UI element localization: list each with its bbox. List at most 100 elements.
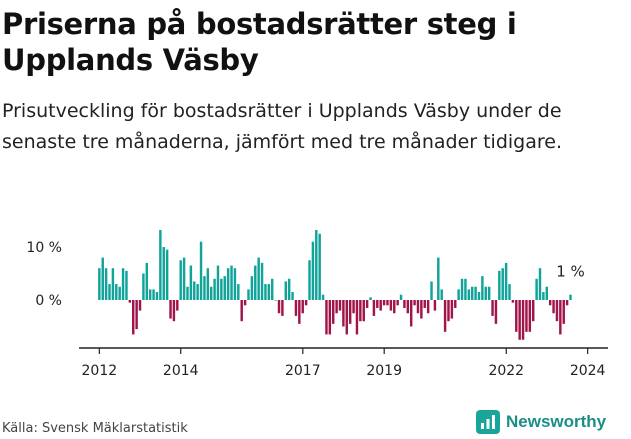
bar (403, 300, 406, 308)
bar (548, 300, 552, 306)
y-tick-label: 10 % (26, 240, 62, 256)
bar (457, 289, 460, 300)
newsworthy-logo-text: Newsworthy (506, 412, 607, 431)
last-value-label: 1 % (556, 263, 585, 281)
bar (108, 284, 111, 300)
bar (176, 300, 179, 311)
newsworthy-logo[interactable]: Newsworthy (476, 408, 606, 436)
chart-subtitle: Prisutveckling för bostadsrätter i Uppla… (2, 100, 562, 153)
bar (216, 265, 220, 300)
bar (542, 292, 545, 300)
bar (338, 300, 342, 311)
bar (379, 300, 382, 311)
bar (416, 300, 420, 314)
bar (118, 286, 121, 300)
bar (345, 300, 349, 335)
bar (426, 300, 430, 314)
bar (159, 230, 162, 300)
bar (511, 300, 515, 303)
bar (454, 300, 457, 308)
bar (186, 286, 189, 300)
bar (274, 300, 277, 301)
chart-title: Priserna på bostadsrätter steg i Uppland… (2, 7, 517, 77)
x-tick-label: 2024 (570, 363, 606, 379)
bar (555, 300, 559, 322)
x-tick-label: 2017 (285, 363, 321, 379)
bar (484, 286, 487, 300)
bar (359, 300, 362, 322)
bar (335, 300, 338, 314)
bar (474, 286, 477, 300)
bar (328, 300, 332, 335)
bar (203, 276, 206, 300)
bar (372, 300, 376, 316)
bar (487, 286, 491, 300)
bar (271, 278, 274, 300)
bar (165, 249, 169, 300)
bar (470, 286, 474, 300)
bar (365, 300, 369, 308)
newsworthy-logo-icon (476, 410, 500, 434)
y-tick-label: 0 % (35, 293, 62, 309)
bar (430, 281, 433, 300)
bar (179, 260, 182, 300)
bar (308, 260, 311, 300)
bar (409, 300, 413, 327)
x-tick-label: 2012 (82, 363, 118, 379)
bar (450, 300, 454, 319)
bar (264, 284, 267, 300)
bar (538, 268, 542, 300)
bar (294, 300, 298, 316)
bar (406, 300, 410, 314)
bar (260, 262, 264, 300)
bar (128, 300, 132, 303)
bar-chart: 0 % 10 % 1 % 2012 2014 2017 2019 2022 2024 (26, 230, 608, 379)
bar (501, 268, 504, 300)
bar (193, 281, 196, 300)
bar (396, 300, 399, 306)
bar (247, 289, 250, 300)
bar (552, 300, 555, 314)
source-note: Källa: Svensk Mäklarstatistik (2, 421, 188, 436)
bar (325, 300, 328, 335)
bar (413, 300, 416, 306)
bar (545, 286, 548, 300)
bar (386, 300, 389, 306)
bar (447, 300, 450, 322)
bar (565, 300, 569, 306)
bar (433, 300, 437, 311)
bar (389, 300, 393, 311)
bar (559, 300, 562, 335)
x-tick-label: 2022 (488, 363, 524, 379)
bar (437, 257, 440, 300)
bar (243, 300, 247, 306)
bar (504, 262, 508, 300)
bar (464, 278, 467, 300)
bar (98, 268, 101, 300)
bar (532, 300, 535, 322)
bar (237, 284, 240, 300)
bar (101, 257, 104, 300)
bar (125, 270, 128, 300)
bar (315, 230, 318, 300)
bar (491, 300, 494, 316)
bar (515, 300, 518, 332)
bar (569, 294, 572, 300)
bar (498, 270, 501, 300)
bar (115, 284, 118, 300)
bar (155, 292, 159, 300)
bar (284, 281, 287, 300)
bar (521, 300, 525, 340)
bar (440, 289, 443, 300)
bar (121, 268, 125, 300)
bar (342, 300, 345, 327)
bar (311, 241, 315, 300)
bar (382, 300, 386, 306)
x-tick-label: 2014 (163, 363, 199, 379)
bar (525, 300, 528, 332)
bar (420, 300, 423, 319)
bar (508, 284, 511, 300)
bar (111, 268, 115, 300)
bar (528, 300, 532, 332)
bar (233, 268, 237, 300)
